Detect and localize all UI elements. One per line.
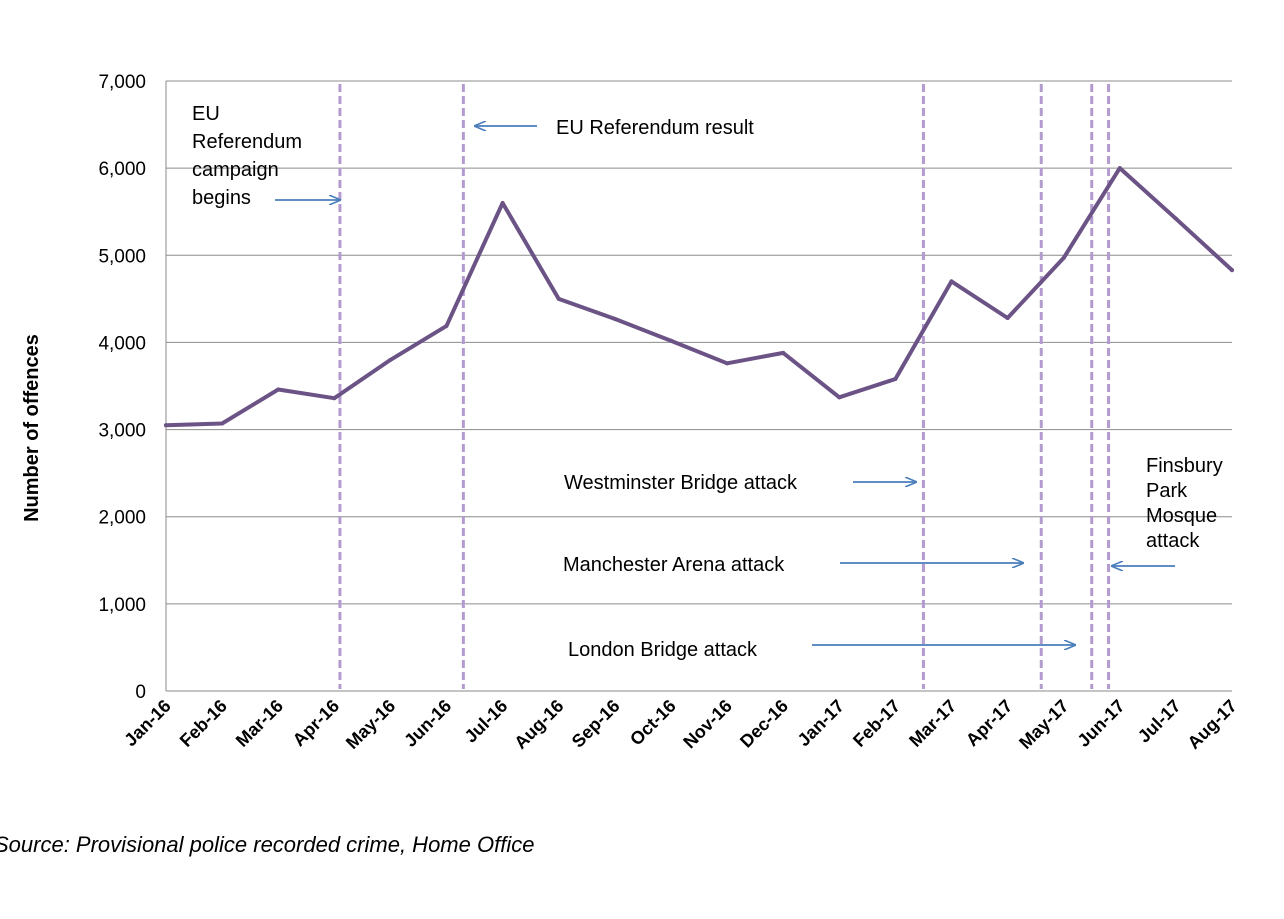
data-point: [1173, 216, 1178, 221]
x-tick-label: Mar-17: [905, 696, 960, 751]
annotation-manchester: Manchester Arena attack: [563, 554, 785, 576]
data-point: [444, 323, 449, 328]
x-tick-label: Nov-16: [679, 696, 736, 753]
y-tick-label: 0: [135, 682, 146, 703]
data-point: [500, 201, 505, 205]
event-lines: [338, 84, 1111, 689]
y-tick-label: 7,000: [98, 72, 146, 93]
x-tick-label: Apr-16: [289, 696, 343, 750]
x-tick-label: May-16: [342, 696, 399, 753]
data-point: [1005, 316, 1010, 321]
x-tick-label: Sep-16: [568, 696, 624, 752]
data-point: [556, 296, 561, 301]
data-point: [164, 423, 168, 428]
data-point: [893, 377, 898, 382]
annotation-finsbury-line: Mosque: [1146, 505, 1217, 527]
data-point: [781, 350, 786, 355]
x-tick-label: Feb-16: [176, 696, 231, 751]
data-point: [220, 421, 225, 426]
data-point: [1061, 255, 1066, 260]
y-axis-label: Number of offences: [21, 334, 43, 522]
source-note: Source: Provisional police recorded crim…: [0, 832, 535, 857]
annotation-london: London Bridge attack: [568, 639, 758, 661]
x-tick-label: Aug-16: [510, 696, 567, 753]
y-tick-label: 5,000: [98, 246, 146, 267]
annotation-finsbury-line: Finsbury: [1146, 455, 1223, 477]
gridlines: [165, 80, 1232, 692]
annotation-campaign-line: EU: [192, 103, 220, 125]
annotation-westminster: Westminster Bridge attack: [564, 472, 798, 494]
y-tick-label: 6,000: [98, 159, 146, 180]
annotation-arrows: [275, 126, 1175, 645]
y-tick-label: 2,000: [98, 508, 146, 529]
data-point: [668, 338, 673, 343]
x-tick-label: Aug-17: [1184, 696, 1241, 753]
y-axis-ticks: 0 1,000 2,000 3,000 4,000 5,000 6,000 7,000: [98, 72, 146, 703]
x-tick-label: Dec-16: [736, 696, 792, 752]
annotation-result: EU Referendum result: [556, 117, 754, 139]
data-point: [949, 279, 954, 284]
series: [164, 166, 1234, 428]
x-tick-label: Mar-16: [232, 696, 287, 751]
x-tick-label: Jan-17: [794, 696, 848, 750]
data-point: [612, 316, 617, 321]
data-point: [388, 357, 393, 362]
y-tick-label: 4,000: [98, 333, 146, 354]
x-tick-label: Jan-16: [120, 696, 174, 750]
data-point: [332, 396, 337, 401]
x-tick-label: May-17: [1015, 696, 1072, 753]
x-tick-label: Jul-16: [461, 696, 512, 747]
x-tick-label: Oct-16: [626, 696, 680, 750]
data-point: [837, 395, 842, 400]
y-tick-label: 3,000: [98, 421, 146, 442]
data-point: [725, 361, 730, 366]
annotation-campaign-line: begins: [192, 187, 251, 209]
x-tick-label: Apr-17: [962, 696, 1016, 750]
annotation-campaign-line: campaign: [192, 159, 279, 181]
annotation-campaign: EU Referendum campaign begins: [192, 103, 308, 209]
data-point: [276, 387, 281, 392]
annotation-finsbury-line: Park: [1146, 480, 1188, 502]
x-tick-label: Feb-17: [849, 696, 904, 751]
annotation-finsbury: Finsbury Park Mosque attack: [1146, 455, 1228, 552]
x-tick-label: Jun-17: [1073, 696, 1128, 751]
series-line: [164, 166, 1234, 428]
x-tick-label: Jul-17: [1134, 696, 1185, 747]
x-tick-label: Jun-16: [400, 696, 455, 751]
data-point: [1117, 166, 1122, 171]
annotation-finsbury-line: attack: [1146, 530, 1200, 552]
y-tick-label: 1,000: [98, 595, 146, 616]
annotation-campaign-line: Referendum: [192, 131, 302, 153]
data-point: [1230, 268, 1234, 273]
